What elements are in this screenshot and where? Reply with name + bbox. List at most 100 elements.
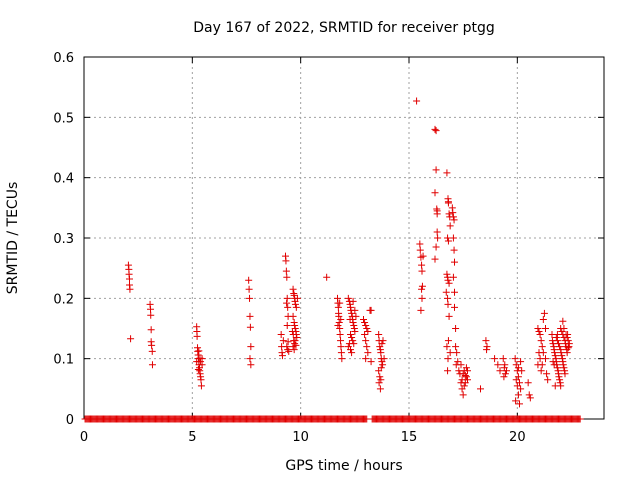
x-tick-label: 15	[401, 430, 418, 445]
data-point	[445, 312, 453, 320]
data-point	[443, 343, 451, 351]
data-point	[127, 335, 135, 343]
data-point	[561, 370, 569, 378]
data-point	[126, 285, 134, 293]
data-point	[451, 288, 458, 296]
data-point	[431, 255, 439, 263]
data-point	[501, 370, 509, 378]
data-point	[292, 303, 300, 311]
data-point	[418, 261, 426, 269]
data-point	[433, 228, 441, 236]
data-point	[348, 334, 356, 342]
data-point	[556, 376, 564, 384]
data-point	[559, 361, 567, 369]
data-point	[542, 325, 549, 332]
data-point	[524, 379, 532, 387]
data-point	[337, 349, 345, 357]
y-tick-label: 0.4	[53, 172, 74, 187]
data-point	[461, 372, 469, 380]
data-point	[346, 315, 354, 323]
data-point	[452, 325, 460, 332]
data-point	[376, 373, 384, 381]
data-point	[534, 325, 542, 332]
data-point	[350, 321, 358, 329]
data-point	[444, 276, 452, 284]
data-point	[431, 189, 439, 197]
data-point	[289, 285, 297, 293]
x-tick-label: 10	[292, 430, 309, 445]
data-point	[514, 364, 522, 372]
data-point	[564, 337, 572, 345]
data-point	[195, 347, 203, 355]
data-point	[284, 338, 292, 346]
data-point	[198, 361, 206, 369]
x-tick-label: 20	[509, 430, 526, 445]
data-point	[291, 321, 299, 329]
data-point	[349, 318, 357, 326]
data-point	[289, 312, 297, 320]
data-point	[282, 267, 290, 275]
data-point	[377, 349, 385, 357]
data-point	[377, 364, 385, 372]
data-point	[446, 349, 454, 357]
data-point	[443, 169, 451, 177]
x-tick-label: 0	[80, 430, 88, 445]
data-point	[291, 300, 299, 308]
data-point	[444, 237, 452, 245]
data-point	[419, 252, 427, 260]
data-point	[197, 358, 205, 366]
data-point	[449, 213, 457, 221]
data-point	[246, 312, 254, 320]
data-point	[450, 216, 458, 224]
data-point	[349, 337, 357, 345]
y-tick-label: 0.1	[53, 353, 74, 368]
data-point	[553, 331, 561, 339]
data-point	[464, 376, 471, 384]
data-point	[513, 382, 521, 390]
y-tick-label: 0	[66, 413, 74, 428]
data-point	[283, 294, 291, 302]
data-point	[361, 318, 369, 326]
data-point	[451, 258, 458, 266]
data-point	[337, 343, 345, 351]
data-point	[418, 282, 426, 290]
data-point	[336, 325, 344, 332]
data-point	[432, 166, 440, 174]
data-point	[454, 358, 462, 366]
data-point	[416, 246, 424, 254]
data-point	[246, 323, 254, 331]
data-point	[459, 391, 467, 399]
data-point	[290, 346, 298, 354]
data-point	[444, 300, 452, 308]
data-point	[558, 352, 566, 360]
data-point	[247, 361, 255, 369]
data-point	[284, 303, 292, 311]
chart-title: Day 167 of 2022, SRMTID for receiver ptg…	[193, 20, 495, 36]
data-point	[559, 317, 567, 325]
data-point	[279, 337, 287, 345]
data-point	[444, 355, 452, 363]
data-point	[289, 331, 297, 339]
y-axis-label: SRMTID / TECUs	[5, 182, 21, 295]
data-point	[348, 309, 356, 317]
data-point	[348, 349, 356, 357]
data-point	[526, 394, 534, 402]
data-point	[362, 337, 370, 345]
data-point	[434, 234, 442, 242]
y-tick-label: 0.6	[53, 51, 74, 66]
data-point	[418, 294, 426, 302]
data-point	[445, 210, 453, 218]
data-point	[347, 346, 354, 354]
data-point	[477, 385, 484, 393]
data-point	[445, 279, 453, 287]
data-point	[337, 315, 345, 323]
data-point	[553, 364, 561, 372]
data-point	[460, 382, 468, 390]
data-point	[148, 361, 156, 369]
data-point	[283, 343, 291, 351]
data-point	[376, 385, 384, 393]
data-point	[283, 299, 291, 307]
data-point	[293, 294, 301, 302]
data-point	[518, 367, 526, 375]
